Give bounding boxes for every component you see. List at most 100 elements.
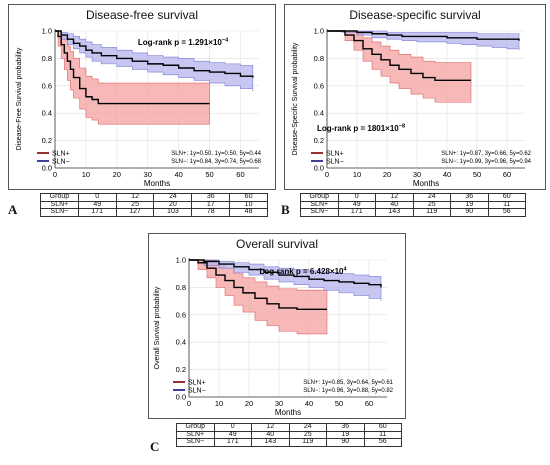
risk-table-cell: Group — [176, 423, 215, 432]
legend-label: SLN− — [52, 159, 70, 166]
risk-table-cell: 119 — [412, 208, 451, 217]
risk-table-row: SLN+ 49 40 25 19 11 — [300, 200, 526, 210]
km-curve-SLNneg — [189, 259, 382, 288]
risk-table-cell: 143 — [251, 438, 290, 447]
y-tick-label: 0.4 — [176, 338, 186, 347]
risk-table-cell: 78 — [191, 208, 231, 217]
km-curve-SLNpos — [55, 30, 210, 105]
x-tick-label: 10 — [82, 170, 90, 179]
pvalue-annotation: Log-rank p = 1801×10−8 — [317, 124, 405, 134]
risk-table-cell: 0 — [77, 193, 117, 202]
risk-table-cell: 0 — [213, 423, 252, 432]
x-tick-label: 20 — [383, 170, 391, 179]
risk-table-cell: 24 — [412, 193, 451, 202]
y-tick-label: 0.8 — [176, 283, 186, 292]
ci-band-SLNneg — [189, 259, 382, 302]
survival-stats-sln-pos: SLN+: 1y=0.50, 1y=0.50, 5y=0.44 — [171, 151, 261, 157]
y-tick-label: 0.0 — [176, 393, 186, 402]
risk-table-cell: 171 — [77, 208, 117, 217]
km-curve-SLNneg — [55, 30, 254, 78]
x-tick-label: 60 — [503, 170, 511, 179]
y-tick-label: 1.0 — [176, 256, 186, 265]
pvalue-exponent: −4 — [222, 38, 229, 44]
risk-table-disease-free: Group 0 12 24 36 60 SLN+ 49 25 20 17 10 SLN− 171 127 10… — [40, 193, 268, 217]
risk-table-cell: SLN− — [176, 438, 215, 447]
risk-table-cell: 60 — [487, 193, 526, 202]
x-tick-label: 30 — [144, 170, 152, 179]
km-curve-SLNpos — [327, 30, 471, 82]
panel-letter: A — [8, 202, 18, 217]
survival-stats-sln-pos: SLN+: 1y=0.87, 3y=0.66, 5y=0.62 — [441, 151, 531, 157]
x-tick-label: 40 — [174, 170, 182, 179]
y-tick-label: 0.6 — [176, 310, 186, 319]
panel-title: Disease-free survival — [85, 8, 199, 22]
legend-label: SLN+ — [326, 151, 344, 158]
y-tick-label: 0.2 — [176, 365, 186, 374]
km-panel-disease-specific: Disease-specific survival 0.0 0.2 0.4 0.6 0.… — [284, 4, 546, 190]
risk-table-cell: 56 — [363, 438, 402, 447]
pvalue-annotation: Log-rank p = 1.291×10−4 — [138, 38, 229, 48]
x-tick-label: 50 — [473, 170, 481, 179]
survival-stats-sln-neg: SLN−: 1y=0.99, 3y=0.96, 5y=0.94 — [441, 159, 531, 165]
ci-band-SLNneg — [327, 30, 520, 51]
legend-label: SLN− — [326, 159, 344, 166]
panel-title: Disease-specific survival — [349, 8, 481, 22]
risk-table-cell: 143 — [375, 208, 414, 217]
legend-label: SLN− — [188, 388, 206, 395]
y-tick-label: 1.0 — [314, 27, 324, 36]
risk-table-overall: Group 0 12 24 36 60 SLN+ 49 40 25 19 11 SLN− 171 143 11… — [176, 423, 402, 447]
km-curve-SLNpos — [189, 259, 327, 311]
risk-table-cell: 171 — [337, 208, 376, 217]
risk-table-cell: 90 — [326, 438, 365, 447]
y-tick-label: 1.0 — [42, 27, 52, 36]
x-tick-label: 60 — [365, 399, 373, 408]
legend-label: SLN+ — [188, 380, 206, 387]
risk-table-row: SLN+ 49 40 25 19 11 — [176, 430, 402, 440]
risk-table-cell: SLN− — [40, 208, 79, 217]
risk-table-header: Group 0 12 24 36 60 — [40, 193, 268, 202]
y-tick-label: 0.0 — [42, 164, 52, 173]
risk-table-row: SLN− 171 143 119 90 56 — [176, 438, 402, 447]
y-tick-label: 0.6 — [42, 81, 52, 90]
risk-table-cell: 36 — [450, 193, 489, 202]
risk-table-cell: 12 — [375, 193, 414, 202]
risk-table-cell: 48 — [229, 208, 268, 217]
risk-table-cell: 24 — [288, 423, 327, 432]
risk-table-row: SLN+ 49 25 20 17 10 — [40, 200, 268, 210]
x-tick-label: 50 — [205, 170, 213, 179]
survival-stats-sln-pos: SLN+: 1y=0.85, 3y=0.64, 5y=0.61 — [303, 380, 393, 386]
pvalue-annotation: Log-rank p = 6.428×104 — [259, 267, 347, 277]
ci-band-SLNneg — [55, 30, 254, 92]
km-plot-overall: 0.0 0.2 0.4 0.6 0.8 1.0 0 10 20 30 40 50 60 Months Ove… — [154, 256, 394, 418]
y-tick-label: 0.8 — [314, 54, 324, 63]
x-tick-label: 60 — [236, 170, 244, 179]
risk-table-cell: 171 — [213, 438, 252, 447]
risk-table-cell: 56 — [487, 208, 526, 217]
risk-table-cell: 103 — [153, 208, 193, 217]
pvalue-exponent: −8 — [399, 124, 405, 130]
km-plot-disease-specific: 0.0 0.2 0.4 0.6 0.8 1.0 0 10 20 30 40 50 60 Months Dis… — [292, 27, 532, 189]
km-panel-overall: Overall survival 0.0 0.2 0.4 0.6 0.8 1.0 0 10 20… — [148, 233, 406, 419]
km-plot-disease-free: 0.0 0.2 0.4 0.6 0.8 1.0 0 10 20 30 40 50 60 Months Dis… — [16, 27, 262, 189]
x-tick-label: 20 — [245, 399, 253, 408]
x-tick-label: 0 — [187, 399, 191, 408]
ci-band-SLNpos — [55, 30, 210, 125]
survival-stats-sln-neg: SLN−: 1y=0.96, 3y=0.88, 5y=0.82 — [303, 388, 393, 394]
risk-table-cell: 24 — [153, 193, 193, 202]
risk-table-cell: Group — [40, 193, 79, 202]
x-tick-label: 40 — [443, 170, 451, 179]
x-tick-label: 10 — [215, 399, 223, 408]
x-tick-label: 30 — [413, 170, 421, 179]
x-tick-label: 30 — [275, 399, 283, 408]
risk-table-header: Group 0 12 24 36 60 — [176, 423, 402, 432]
risk-table-cell: 127 — [115, 208, 155, 217]
y-tick-label: 0.8 — [42, 54, 52, 63]
x-tick-label: 0 — [325, 170, 329, 179]
y-axis-label: Overall Survival probability — [154, 286, 161, 369]
risk-table-header: Group 0 12 24 36 60 — [300, 193, 526, 202]
risk-table-disease-specific: Group 0 12 24 36 60 SLN+ 49 40 25 19 11 SLN− 171 143 11… — [300, 193, 526, 217]
y-tick-label: 0.4 — [42, 109, 52, 118]
x-axis-label: Months — [144, 179, 170, 188]
risk-table-cell: 12 — [115, 193, 155, 202]
risk-table-cell: 0 — [337, 193, 376, 202]
